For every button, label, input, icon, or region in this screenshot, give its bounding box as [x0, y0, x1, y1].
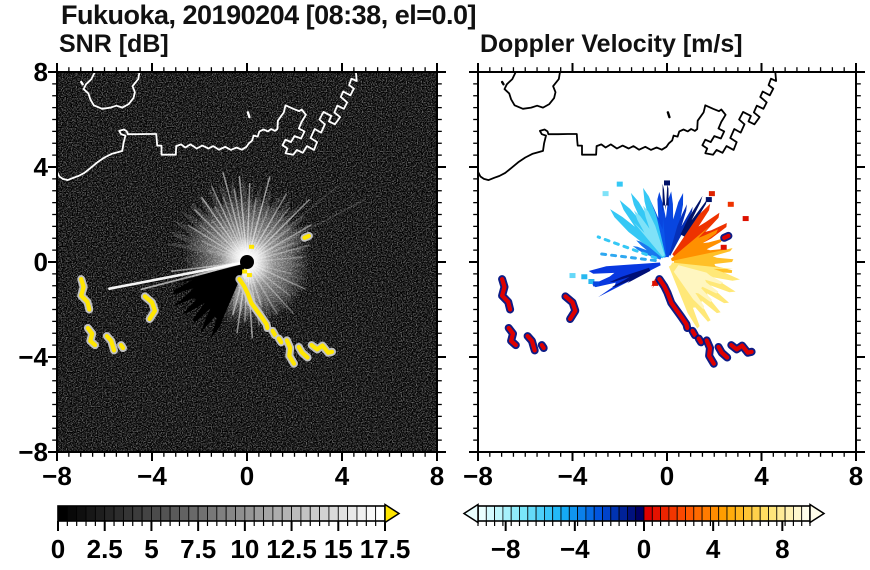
- y-tick-label: 4: [33, 152, 48, 182]
- colorbar-under-arrow: [462, 503, 479, 524]
- x-tick-label: −4: [137, 461, 167, 491]
- colorbar-tick-label: 10: [230, 534, 260, 564]
- x-tick-label: 0: [659, 461, 675, 491]
- doppler-axes: [469, 63, 865, 461]
- colorbar-tick-label: 5: [144, 534, 159, 564]
- colorbar-tick-label: 0: [50, 534, 66, 564]
- snr-map: [58, 73, 436, 451]
- colorbar-tick-label: 0: [636, 534, 652, 564]
- x-tick-label: 8: [848, 461, 864, 491]
- doppler-colorbar: [462, 503, 826, 531]
- colorbar-tick-label: 15: [323, 534, 353, 564]
- x-tick-label: 4: [334, 461, 350, 491]
- colorbar-tick-label: 17.5: [359, 534, 411, 564]
- colorbar-tick-label: −8: [490, 534, 521, 564]
- snr-axes: [48, 63, 446, 461]
- y-tick-label: −8: [18, 437, 48, 467]
- radar-center-dot: [240, 255, 254, 269]
- x-tick-label: 8: [429, 461, 445, 491]
- colorbar-over-arrow: [384, 503, 401, 524]
- x-tick-label: −8: [463, 461, 493, 491]
- figure-title: Fukuoka, 20190204 [08:38, el=0.0]: [61, 0, 477, 30]
- radar-center-dot: [662, 257, 672, 267]
- doppler-map: [479, 73, 855, 451]
- x-tick-label: 4: [754, 461, 769, 491]
- snr-colorbar: [57, 503, 401, 531]
- y-tick-label: 0: [33, 247, 48, 277]
- colorbar-tick-label: 7.5: [180, 534, 217, 564]
- colorbar-tick-label: −4: [560, 534, 590, 564]
- colorbar-tick-label: 4: [705, 534, 721, 564]
- y-tick-label: 8: [33, 57, 48, 87]
- y-tick-label: −4: [18, 342, 48, 372]
- colorbar-over-arrow: [809, 503, 826, 524]
- snr-panel-title: SNR [dB]: [59, 30, 169, 58]
- x-tick-label: −8: [42, 461, 72, 491]
- colorbar-tick-label: 12.5: [266, 534, 317, 564]
- colorbar-tick-label: 8: [775, 534, 790, 564]
- colorbar-tick-label: 2.5: [86, 534, 123, 564]
- doppler-panel-title: Doppler Velocity [m/s]: [480, 30, 743, 58]
- x-tick-label: 0: [239, 461, 255, 491]
- x-tick-label: −4: [557, 461, 588, 491]
